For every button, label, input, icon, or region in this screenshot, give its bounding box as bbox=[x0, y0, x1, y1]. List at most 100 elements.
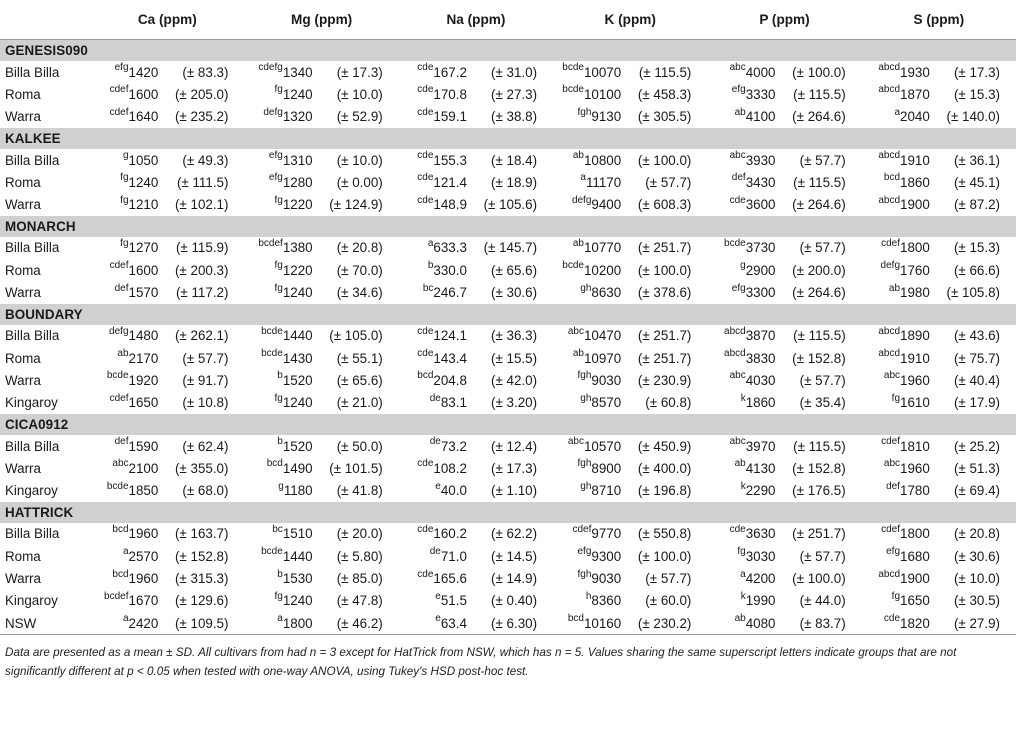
sd-value: (± 52.9) bbox=[336, 109, 383, 125]
cultivar-header-row: MONARCH bbox=[0, 215, 1016, 237]
mean-value: 330.0 bbox=[433, 262, 467, 278]
mean-value-cell: fg1240 bbox=[244, 590, 316, 612]
mean-value-cell: cde3630 bbox=[707, 523, 779, 545]
significance-letters: abc bbox=[729, 150, 746, 162]
mean-value: 1980 bbox=[900, 285, 930, 301]
sd-value: (± 305.5) bbox=[637, 109, 692, 125]
mean-value: 1210 bbox=[128, 197, 159, 213]
mean-value-cell: abcd1890 bbox=[862, 325, 934, 347]
mean-value: 1960 bbox=[128, 526, 159, 542]
mean-value-cell: b1530 bbox=[244, 567, 316, 589]
mean-value: 1440 bbox=[282, 328, 313, 344]
significance-letters: gh bbox=[580, 480, 592, 492]
significance-letters: bcde bbox=[261, 546, 283, 558]
significance-letters: fg bbox=[120, 194, 129, 206]
site-label: Warra bbox=[5, 109, 41, 125]
sd-value: (± 200.3) bbox=[174, 262, 229, 278]
mean-value: 1640 bbox=[128, 109, 159, 125]
sd-value: (± 70.0) bbox=[336, 262, 383, 278]
column-header-p: P (ppm) bbox=[707, 0, 862, 40]
mean-value: 1600 bbox=[128, 86, 159, 102]
mean-value-cell: bcdef1670 bbox=[90, 590, 162, 612]
significance-letters: efg bbox=[268, 172, 283, 184]
mean-value: 1990 bbox=[745, 593, 776, 609]
mean-value-cell: abcd1930 bbox=[862, 61, 934, 83]
mean-value-cell: efg9300 bbox=[553, 545, 625, 567]
significance-letters: cde bbox=[729, 523, 746, 535]
mean-value: 1570 bbox=[128, 285, 159, 301]
sd-value: (± 75.7) bbox=[953, 350, 1000, 366]
table-row: Billa Billa bcd1960 (± 163.7) bc1510 (± 20.0… bbox=[0, 523, 1016, 545]
site-label: Roma bbox=[5, 262, 41, 278]
significance-letters: cde bbox=[417, 194, 434, 206]
sd-value: (± 251.7) bbox=[637, 240, 692, 256]
table-row: Billa Billa efg1420 (± 83.3) cdefg1340 (± 17… bbox=[0, 61, 1016, 83]
sd-value: (± 111.5) bbox=[176, 174, 229, 190]
sd-value: (± 60.0) bbox=[645, 593, 692, 609]
mean-value-cell: abc10570 bbox=[553, 435, 625, 457]
sd-value: (± 17.3) bbox=[336, 64, 383, 80]
mean-value-cell: bcde1440 bbox=[244, 545, 316, 567]
site-label: NSW bbox=[0, 611, 91, 636]
mean-value: 1220 bbox=[282, 197, 313, 213]
sd-value: (± 57.7) bbox=[799, 372, 846, 388]
sd-value: (± 68.0) bbox=[182, 483, 229, 499]
mean-value-cell: abcd1900 bbox=[862, 567, 934, 589]
sd-value: (± 100.0) bbox=[637, 262, 692, 278]
sd-value: (± 57.7) bbox=[799, 548, 846, 564]
mean-value: 2570 bbox=[128, 548, 159, 564]
significance-letters: ab bbox=[572, 150, 584, 162]
mean-value: 10470 bbox=[583, 328, 622, 344]
mean-value: 108.2 bbox=[433, 460, 467, 476]
sd-value: (± 50.0) bbox=[336, 438, 383, 454]
sd-value: (± 17.9) bbox=[953, 395, 1000, 411]
mean-value-cell: ab4100 bbox=[707, 106, 779, 128]
cultivar-name: MONARCH bbox=[0, 215, 1016, 237]
sd-value: (± 152.8) bbox=[174, 548, 229, 564]
site-label: Kingaroy bbox=[5, 395, 58, 411]
mean-value-cell: gh8630 bbox=[553, 281, 625, 303]
significance-letters: a bbox=[427, 237, 434, 249]
mean-value-cell: cdef1640 bbox=[90, 106, 162, 128]
mean-value-cell: b330.0 bbox=[399, 259, 471, 281]
sd-value: (± 176.5) bbox=[792, 483, 846, 499]
sd-value: (± 100.0) bbox=[792, 64, 846, 80]
table-row: Kingaroy bcdef1670 (± 129.6) fg1240 (± 47.8)… bbox=[0, 590, 1016, 612]
mean-value: 4200 bbox=[745, 570, 776, 586]
sd-value: (± 100.0) bbox=[637, 152, 692, 168]
mean-value: 63.4 bbox=[440, 615, 467, 631]
mean-value: 3330 bbox=[745, 86, 776, 102]
mean-value: 3300 bbox=[745, 285, 776, 301]
mean-value: 1430 bbox=[282, 350, 313, 366]
significance-letters: ab bbox=[572, 348, 584, 360]
mean-value-cell: efg1310 bbox=[244, 149, 316, 171]
mean-value: 1890 bbox=[900, 328, 930, 344]
sd-value: (± 83.7) bbox=[779, 611, 862, 636]
sd-value: (± 230.2) bbox=[625, 611, 708, 636]
sd-value: (± 251.7) bbox=[637, 328, 692, 344]
mean-value: 1910 bbox=[900, 152, 930, 168]
mineral-content-table: Ca (ppm) Mg (ppm) Na (ppm) K (ppm) P (pp… bbox=[0, 0, 1016, 636]
mean-value: 1280 bbox=[282, 174, 313, 190]
mean-value-cell: ab10800 bbox=[553, 149, 625, 171]
mean-value: 1240 bbox=[282, 285, 313, 301]
sd-value: (± 251.7) bbox=[637, 350, 692, 366]
sd-value: (± 129.6) bbox=[174, 593, 229, 609]
sd-value: (± 69.4) bbox=[953, 483, 1000, 499]
sd-value: (± 163.7) bbox=[174, 526, 229, 542]
significance-letters: a bbox=[740, 568, 746, 580]
sd-value: (± 100.0) bbox=[637, 548, 692, 564]
mean-value: 148.9 bbox=[433, 197, 467, 213]
sd-value: (± 100.0) bbox=[792, 570, 846, 586]
mean-value-cell: abc1960 bbox=[862, 369, 934, 391]
mean-value-cell: de73.2 bbox=[399, 435, 471, 457]
sd-value: (± 145.7) bbox=[483, 240, 538, 256]
significance-letters: ab bbox=[734, 613, 746, 625]
significance-letters: g bbox=[278, 480, 284, 492]
mean-value: 1820 bbox=[900, 615, 930, 631]
mean-value: 1520 bbox=[282, 438, 313, 454]
mean-value: 1860 bbox=[900, 174, 930, 190]
mean-value: 1900 bbox=[900, 197, 930, 213]
mean-value: 3030 bbox=[745, 548, 776, 564]
mean-value-cell: fg1220 bbox=[244, 259, 316, 281]
